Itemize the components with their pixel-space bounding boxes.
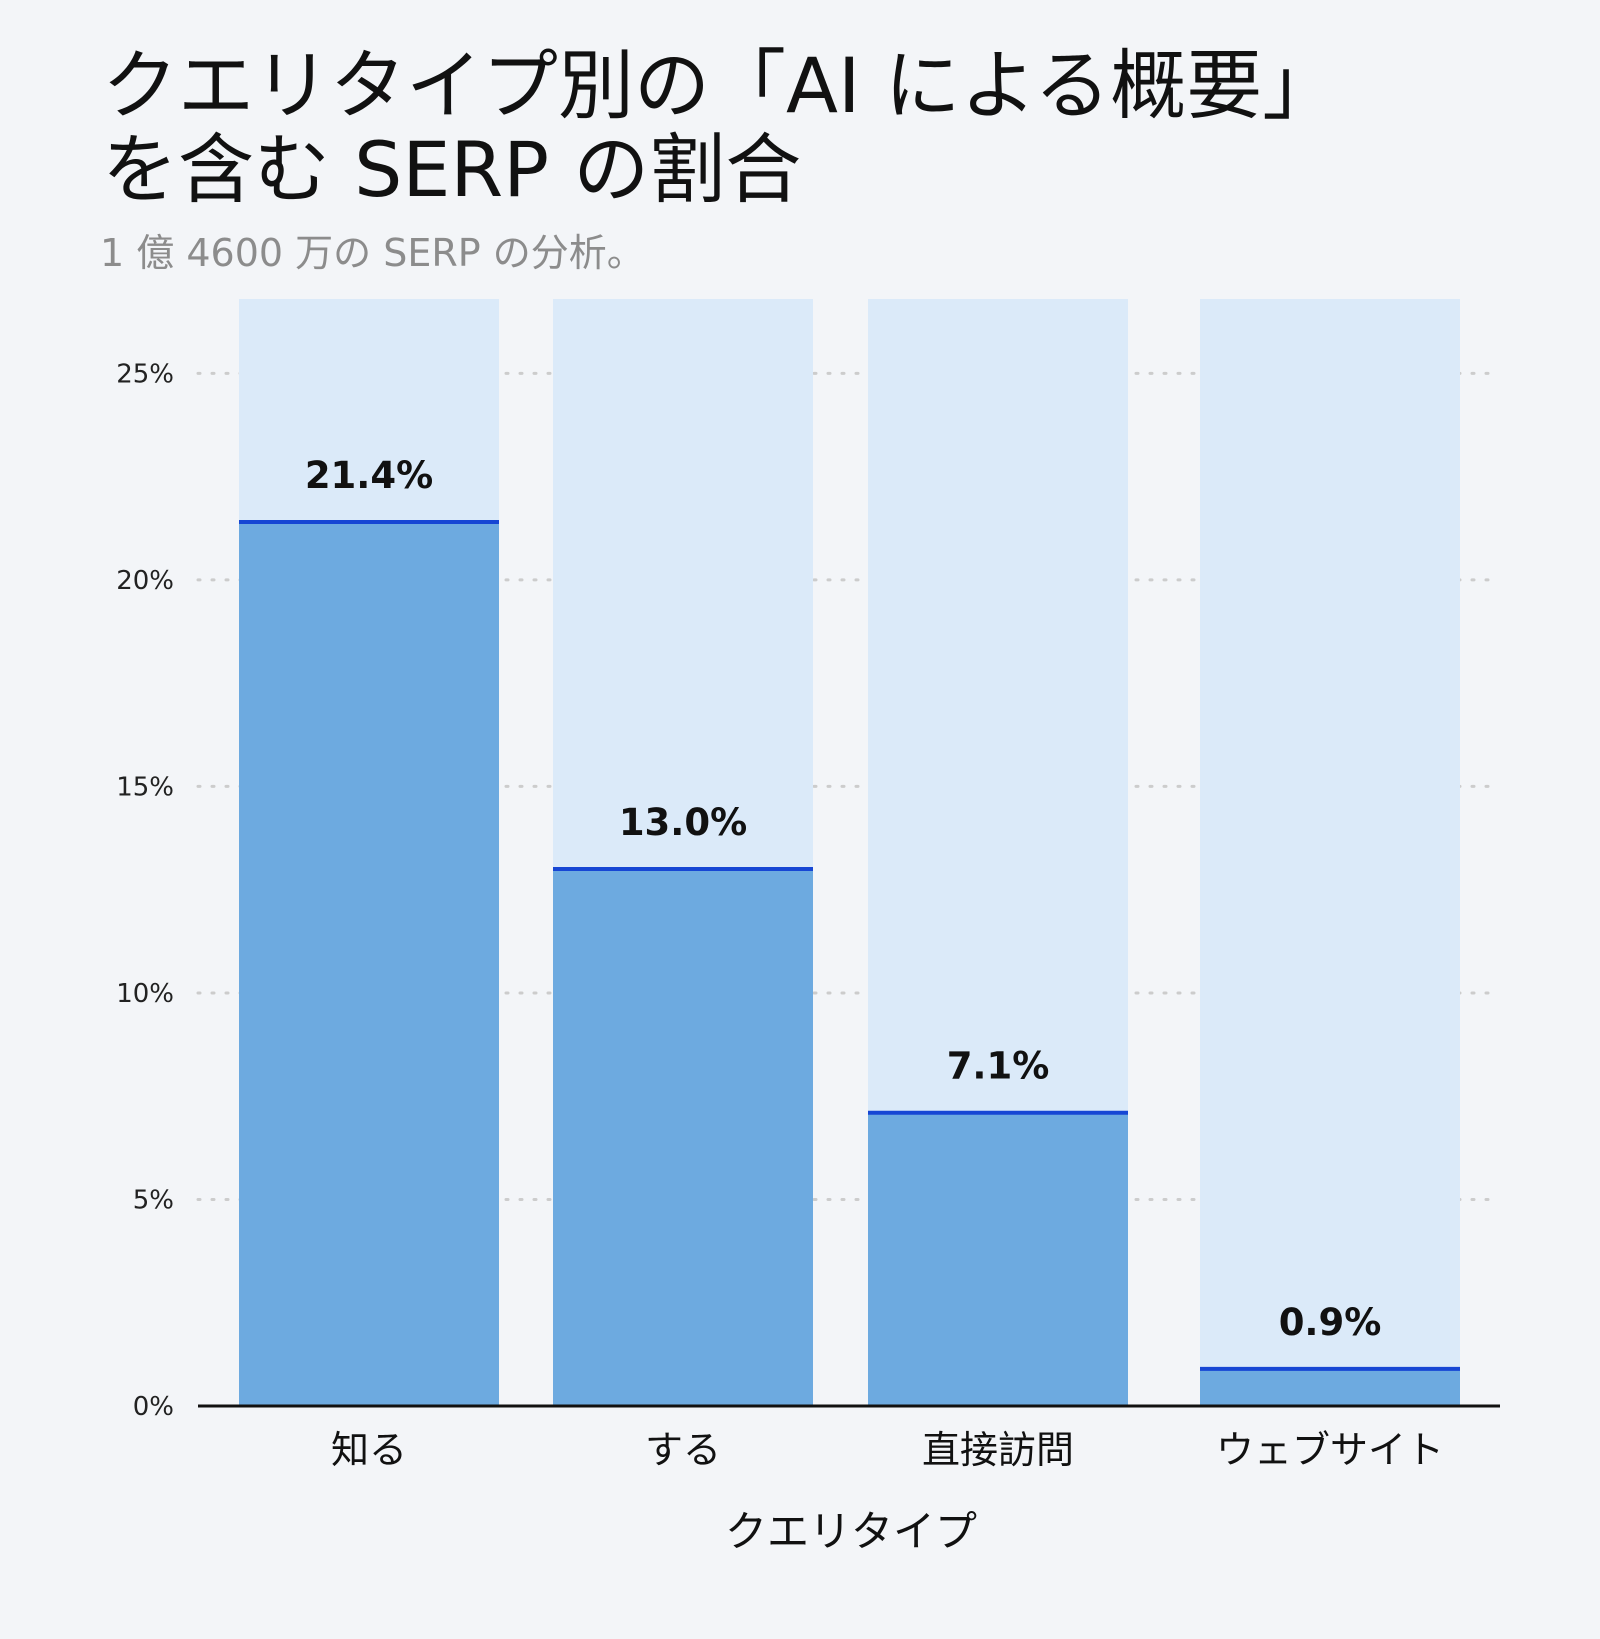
y-tick-label: 20% bbox=[116, 566, 174, 596]
y-tick-label: 15% bbox=[116, 772, 174, 802]
bar bbox=[553, 869, 813, 1406]
bar-value-label: 0.9% bbox=[1279, 1301, 1382, 1344]
chart-title-line-1: クエリタイプ別の「AI による概要」 bbox=[102, 41, 1339, 130]
chart-title: クエリタイプ別の「AI による概要」 を含む SERP の割合 bbox=[102, 44, 1522, 212]
bar bbox=[868, 1112, 1128, 1406]
x-axis-title: クエリタイプ bbox=[725, 1507, 977, 1556]
bar-value-label: 21.4% bbox=[305, 454, 433, 497]
bars: 21.4% 13.0% 7.1% 0.9% bbox=[239, 299, 1460, 1406]
bar-value-label: 7.1% bbox=[947, 1045, 1050, 1088]
x-tick-label: 知る bbox=[331, 1428, 407, 1472]
y-tick-label: 5% bbox=[133, 1185, 174, 1215]
bar-value-label: 13.0% bbox=[619, 801, 747, 844]
x-tick-label: ウェブサイト bbox=[1216, 1428, 1444, 1472]
y-tick-label: 0% bbox=[133, 1392, 174, 1422]
bar bbox=[1200, 1368, 1460, 1406]
chart-subtitle: 1 億 4600 万の SERP の分析。 bbox=[100, 231, 645, 275]
bar bbox=[239, 522, 499, 1406]
x-tick-label: する bbox=[645, 1428, 721, 1472]
y-tick-label: 10% bbox=[116, 979, 174, 1009]
x-tick-label: 直接訪問 bbox=[922, 1428, 1074, 1472]
bar-track bbox=[1200, 299, 1460, 1406]
axes: 0% 5% 10% 15% 20% 25% 知る する 直接訪問 ウェブサイト bbox=[116, 359, 1500, 1472]
chart-title-line-2: を含む SERP の割合 bbox=[102, 125, 802, 214]
y-tick-label: 25% bbox=[116, 359, 174, 389]
